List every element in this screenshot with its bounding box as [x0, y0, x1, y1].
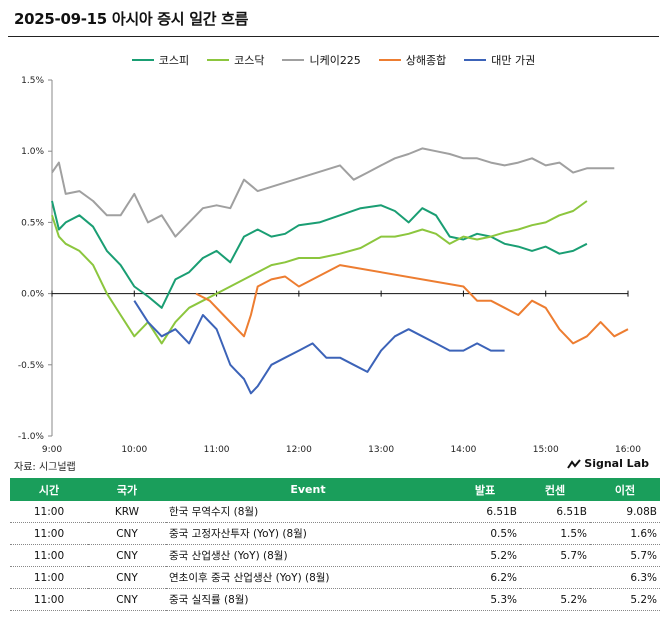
header-previous: 이전: [590, 478, 660, 501]
x-tick-label: 14:00: [450, 445, 476, 455]
table-row: 11:00 CNY 중국 실직률 (8월) 5.3% 5.2% 5.2%: [10, 588, 660, 611]
legend-label: 상해종합: [405, 54, 447, 67]
cell-event: 중국 실직률 (8월): [166, 588, 450, 611]
signal-lab-logo-icon: [567, 458, 582, 469]
x-tick-label: 15:00: [533, 445, 559, 455]
header-time: 시간: [10, 478, 88, 501]
cell-previous: 6.3%: [590, 566, 660, 589]
cell-previous: 5.7%: [590, 544, 660, 567]
y-tick-label: 0.0%: [21, 290, 44, 300]
cell-time: 11:00: [10, 566, 88, 589]
series-line-2: [51, 200, 588, 345]
legend-label: 니케이225: [309, 54, 361, 67]
y-tick-label: 1.5%: [21, 76, 44, 86]
y-tick-label: 1.0%: [21, 147, 44, 157]
x-tick-label: 16:00: [615, 445, 641, 455]
table-row: 11:00 CNY 중국 산업생산 (YoY) (8월) 5.2% 5.7% 5…: [10, 544, 660, 567]
cell-time: 11:00: [10, 522, 88, 545]
cell-actual: 6.51B: [450, 501, 520, 523]
table-row: 11:00 CNY 연초이후 중국 산업생산 (YoY) (8월) 6.2% 6…: [10, 566, 660, 589]
cell-actual: 0.5%: [450, 522, 520, 545]
cell-previous: 5.2%: [590, 588, 660, 611]
series-line-1: [51, 200, 588, 309]
legend-label: 대만 가권: [491, 54, 536, 67]
header-country: 국가: [88, 478, 166, 501]
x-tick-label: 9:00: [42, 445, 62, 455]
x-tick-label: 13:00: [368, 445, 394, 455]
cell-event: 중국 산업생산 (YoY) (8월): [166, 544, 450, 567]
cell-time: 11:00: [10, 544, 88, 567]
cell-event: 한국 무역수지 (8월): [166, 501, 450, 523]
cell-consensus: 5.2%: [520, 588, 590, 611]
cell-country: CNY: [88, 588, 166, 611]
cell-event: 중국 고정자산투자 (YoY) (8월): [166, 522, 450, 545]
table-row: 11:00 CNY 중국 고정자산투자 (YoY) (8월) 0.5% 1.5%…: [10, 522, 660, 545]
cell-actual: 6.2%: [450, 566, 520, 589]
cell-actual: 5.3%: [450, 588, 520, 611]
chart-area: 1.5% 1.0% 0.5% 0.0% -0.5% -1.0% 9:00 10:00 11:00…: [18, 76, 641, 455]
header-event: Event: [166, 478, 450, 501]
cell-consensus: [520, 566, 590, 589]
legend-swatch: [207, 59, 230, 61]
x-tick-label: 12:00: [286, 445, 312, 455]
legend-item: 상해종합: [378, 52, 447, 68]
legend-swatch: [282, 59, 305, 61]
cell-consensus: 6.51B: [520, 501, 590, 523]
cell-previous: 1.6%: [590, 522, 660, 545]
source-note: 자료: 시그널랩: [14, 462, 76, 473]
cell-country: CNY: [88, 544, 166, 567]
legend-swatch: [378, 59, 401, 61]
y-tick-label: -0.5%: [18, 361, 45, 371]
cell-country: KRW: [88, 501, 166, 523]
cell-time: 11:00: [10, 588, 88, 611]
title-divider: [8, 36, 659, 37]
legend-label: 코스피: [158, 54, 190, 67]
series-line-5: [133, 300, 505, 395]
legend-item: 니케이225: [282, 52, 361, 68]
legend-item: 대만 가권: [464, 52, 535, 68]
cell-previous: 9.08B: [590, 501, 660, 523]
series-line-4: [195, 264, 629, 345]
header-consensus: 컨센: [520, 478, 590, 501]
cell-time: 11:00: [10, 501, 88, 523]
brand-name: Signal Lab: [584, 457, 649, 470]
legend-label: 코스닥: [234, 54, 265, 67]
chart-legend: 코스피 코스닥 니케이225 상해종합 대만 가권: [0, 52, 667, 68]
legend-swatch: [131, 59, 154, 61]
header-actual: 발표: [450, 478, 520, 501]
cell-consensus: 5.7%: [520, 544, 590, 567]
cell-country: CNY: [88, 566, 166, 589]
y-tick-label: 0.5%: [21, 218, 44, 228]
x-tick-label: 11:00: [204, 445, 230, 455]
page-title: 2025-09-15 아시아 증시 일간 흐름: [14, 10, 249, 28]
cell-consensus: 1.5%: [520, 522, 590, 545]
cell-actual: 5.2%: [450, 544, 520, 567]
series-line-3: [51, 147, 615, 238]
x-tick-label: 10:00: [121, 445, 147, 455]
y-tick-label: -1.0%: [18, 432, 45, 442]
cell-event: 연초이후 중국 산업생산 (YoY) (8월): [166, 566, 450, 589]
brand-logo: Signal Lab: [567, 457, 649, 470]
legend-swatch: [464, 59, 487, 61]
economic-events-table: 시간 국가 Event 발표 컨센 이전 11:00 KRW 한국 무역수지 (…: [10, 478, 660, 611]
cell-country: CNY: [88, 522, 166, 545]
table-header-row: 시간 국가 Event 발표 컨센 이전: [10, 478, 660, 501]
legend-item: 코스피: [131, 52, 190, 68]
table-row: 11:00 KRW 한국 무역수지 (8월) 6.51B 6.51B 9.08B: [10, 501, 660, 523]
legend-item: 코스닥: [207, 52, 264, 68]
